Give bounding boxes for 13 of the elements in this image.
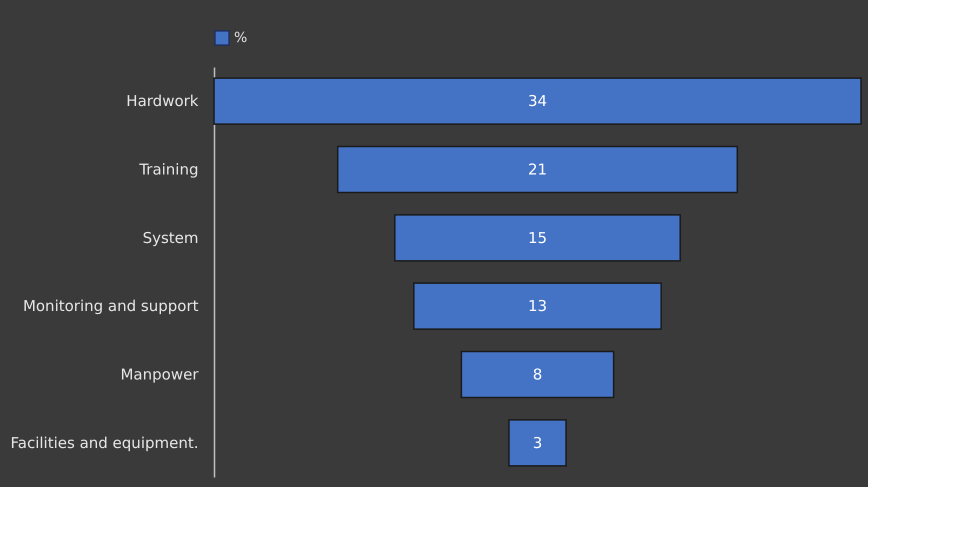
data-label: 15: [528, 228, 548, 247]
category-label: Training: [138, 160, 198, 178]
data-label: 21: [528, 160, 548, 178]
category-label: Manpower: [120, 366, 200, 384]
category-label: System: [142, 228, 198, 247]
data-label: 34: [528, 92, 548, 110]
category-label: Facilities and equipment.: [10, 434, 198, 452]
legend-label: %: [234, 30, 248, 46]
data-label: 8: [532, 366, 542, 384]
data-label: 3: [532, 434, 542, 452]
category-label: Monitoring and support: [22, 297, 199, 316]
category-label: Hardwork: [126, 92, 199, 110]
data-label: 13: [528, 297, 548, 316]
